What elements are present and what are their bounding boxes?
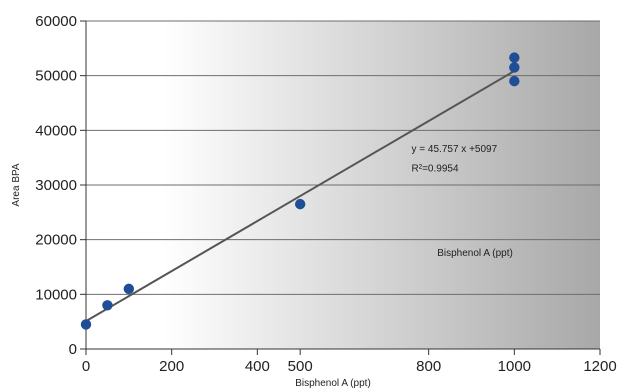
x-axis-title: Bisphenol A (ppt) [295, 378, 371, 389]
data-point [294, 198, 306, 210]
y-tick-label: 40000 [35, 122, 77, 139]
data-point [509, 52, 520, 63]
y-tick-label: 50000 [35, 68, 77, 85]
data-point [102, 300, 113, 311]
data-point [123, 283, 135, 295]
data-point [509, 62, 520, 73]
y-tick-label: 60000 [35, 13, 77, 30]
chart-annotation: Bisphenol A (ppt) [437, 248, 513, 259]
x-tick-label: 1200 [583, 358, 616, 375]
x-tick-label: 0 [82, 358, 90, 375]
x-tick-label: 200 [159, 358, 184, 375]
chart-annotation: y = 45.757 x +5097 [412, 144, 498, 155]
y-tick-label: 30000 [35, 177, 77, 194]
data-point [80, 319, 92, 330]
data-point [509, 75, 520, 87]
x-tick-label: 400 [245, 358, 270, 375]
y-tick-label: 0 [69, 341, 77, 358]
y-tick-label: 10000 [35, 286, 77, 303]
x-tick-label: 1000 [498, 358, 531, 375]
y-axis-title: Area BPA [11, 163, 22, 206]
chart-annotation: R²=0.9954 [412, 163, 459, 174]
x-tick-label: 800 [416, 358, 441, 375]
y-tick-label: 20000 [35, 232, 77, 249]
x-tick-label: 500 [288, 358, 313, 375]
trendline [85, 70, 515, 322]
